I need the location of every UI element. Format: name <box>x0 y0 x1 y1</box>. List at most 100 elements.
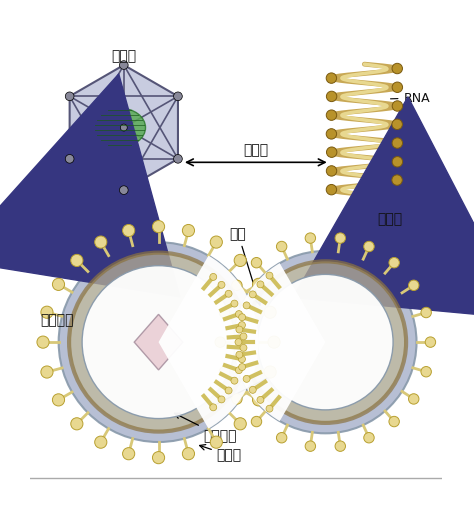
Circle shape <box>305 441 316 451</box>
Circle shape <box>65 155 74 163</box>
Circle shape <box>95 436 107 448</box>
Circle shape <box>276 241 287 252</box>
Circle shape <box>389 416 400 427</box>
Circle shape <box>41 366 53 378</box>
Circle shape <box>236 351 243 358</box>
Circle shape <box>243 375 250 382</box>
Circle shape <box>236 310 242 318</box>
Circle shape <box>82 266 235 418</box>
Circle shape <box>182 225 194 236</box>
Circle shape <box>71 254 83 267</box>
Circle shape <box>421 366 431 377</box>
Circle shape <box>218 396 225 403</box>
Circle shape <box>364 432 374 443</box>
Circle shape <box>392 175 402 185</box>
Circle shape <box>421 307 431 318</box>
Wedge shape <box>234 263 325 421</box>
Circle shape <box>65 92 74 101</box>
Circle shape <box>37 336 49 348</box>
Polygon shape <box>70 65 178 190</box>
Circle shape <box>326 110 337 120</box>
Circle shape <box>392 157 402 167</box>
Circle shape <box>59 242 258 442</box>
Circle shape <box>119 61 128 69</box>
Circle shape <box>41 306 53 318</box>
Circle shape <box>392 119 402 130</box>
Circle shape <box>326 166 337 176</box>
Text: RNA: RNA <box>391 91 430 104</box>
Circle shape <box>218 281 225 288</box>
Text: 脂质层: 脂质层 <box>210 361 298 408</box>
Circle shape <box>173 92 182 101</box>
Circle shape <box>53 278 64 290</box>
Circle shape <box>253 278 264 290</box>
Circle shape <box>249 387 256 393</box>
Circle shape <box>392 138 402 148</box>
Circle shape <box>238 363 246 371</box>
Circle shape <box>210 436 222 448</box>
Text: 裸病毒: 裸病毒 <box>111 49 137 63</box>
Text: 核衣壳: 核衣壳 <box>243 143 268 157</box>
Circle shape <box>240 344 247 351</box>
Circle shape <box>232 394 242 404</box>
Circle shape <box>123 448 135 460</box>
Circle shape <box>238 356 246 362</box>
Circle shape <box>236 326 243 333</box>
Circle shape <box>327 91 337 102</box>
Circle shape <box>335 233 346 243</box>
Circle shape <box>123 225 135 236</box>
Circle shape <box>182 448 194 460</box>
Circle shape <box>264 306 276 318</box>
Circle shape <box>119 186 128 194</box>
Circle shape <box>326 185 337 195</box>
Wedge shape <box>158 255 258 429</box>
Circle shape <box>264 366 276 378</box>
Circle shape <box>235 339 242 345</box>
Circle shape <box>392 101 402 111</box>
Ellipse shape <box>93 108 146 147</box>
Circle shape <box>234 254 246 267</box>
Circle shape <box>251 258 262 268</box>
Circle shape <box>231 377 238 384</box>
Circle shape <box>335 441 346 451</box>
Circle shape <box>210 273 217 281</box>
Circle shape <box>305 233 316 243</box>
Circle shape <box>251 416 262 427</box>
Circle shape <box>257 281 264 288</box>
Circle shape <box>71 418 83 430</box>
Circle shape <box>257 396 264 403</box>
Circle shape <box>245 261 406 423</box>
Text: 糖蛋白: 糖蛋白 <box>200 445 242 463</box>
Circle shape <box>326 128 337 139</box>
Polygon shape <box>134 315 183 370</box>
Circle shape <box>234 418 246 430</box>
Circle shape <box>266 272 273 279</box>
Circle shape <box>392 63 402 74</box>
Circle shape <box>276 432 287 443</box>
Text: 包膜病毒: 包膜病毒 <box>40 314 74 327</box>
Circle shape <box>268 336 280 348</box>
Circle shape <box>173 155 182 163</box>
Circle shape <box>219 307 230 318</box>
Circle shape <box>364 241 374 252</box>
Circle shape <box>210 404 217 411</box>
Circle shape <box>153 452 164 464</box>
Circle shape <box>219 366 230 377</box>
Circle shape <box>389 258 400 268</box>
Circle shape <box>120 124 128 131</box>
Circle shape <box>238 314 246 321</box>
Circle shape <box>210 236 222 248</box>
Text: 结构蛋白: 结构蛋白 <box>174 413 237 443</box>
Circle shape <box>238 322 246 328</box>
Circle shape <box>232 280 242 290</box>
Circle shape <box>240 333 247 340</box>
Circle shape <box>95 236 107 248</box>
Circle shape <box>409 394 419 404</box>
Circle shape <box>409 280 419 290</box>
Circle shape <box>231 300 238 307</box>
Circle shape <box>234 251 417 433</box>
Text: 刺突: 刺突 <box>230 227 261 305</box>
Circle shape <box>236 366 242 374</box>
Circle shape <box>266 405 273 412</box>
Circle shape <box>326 73 337 83</box>
